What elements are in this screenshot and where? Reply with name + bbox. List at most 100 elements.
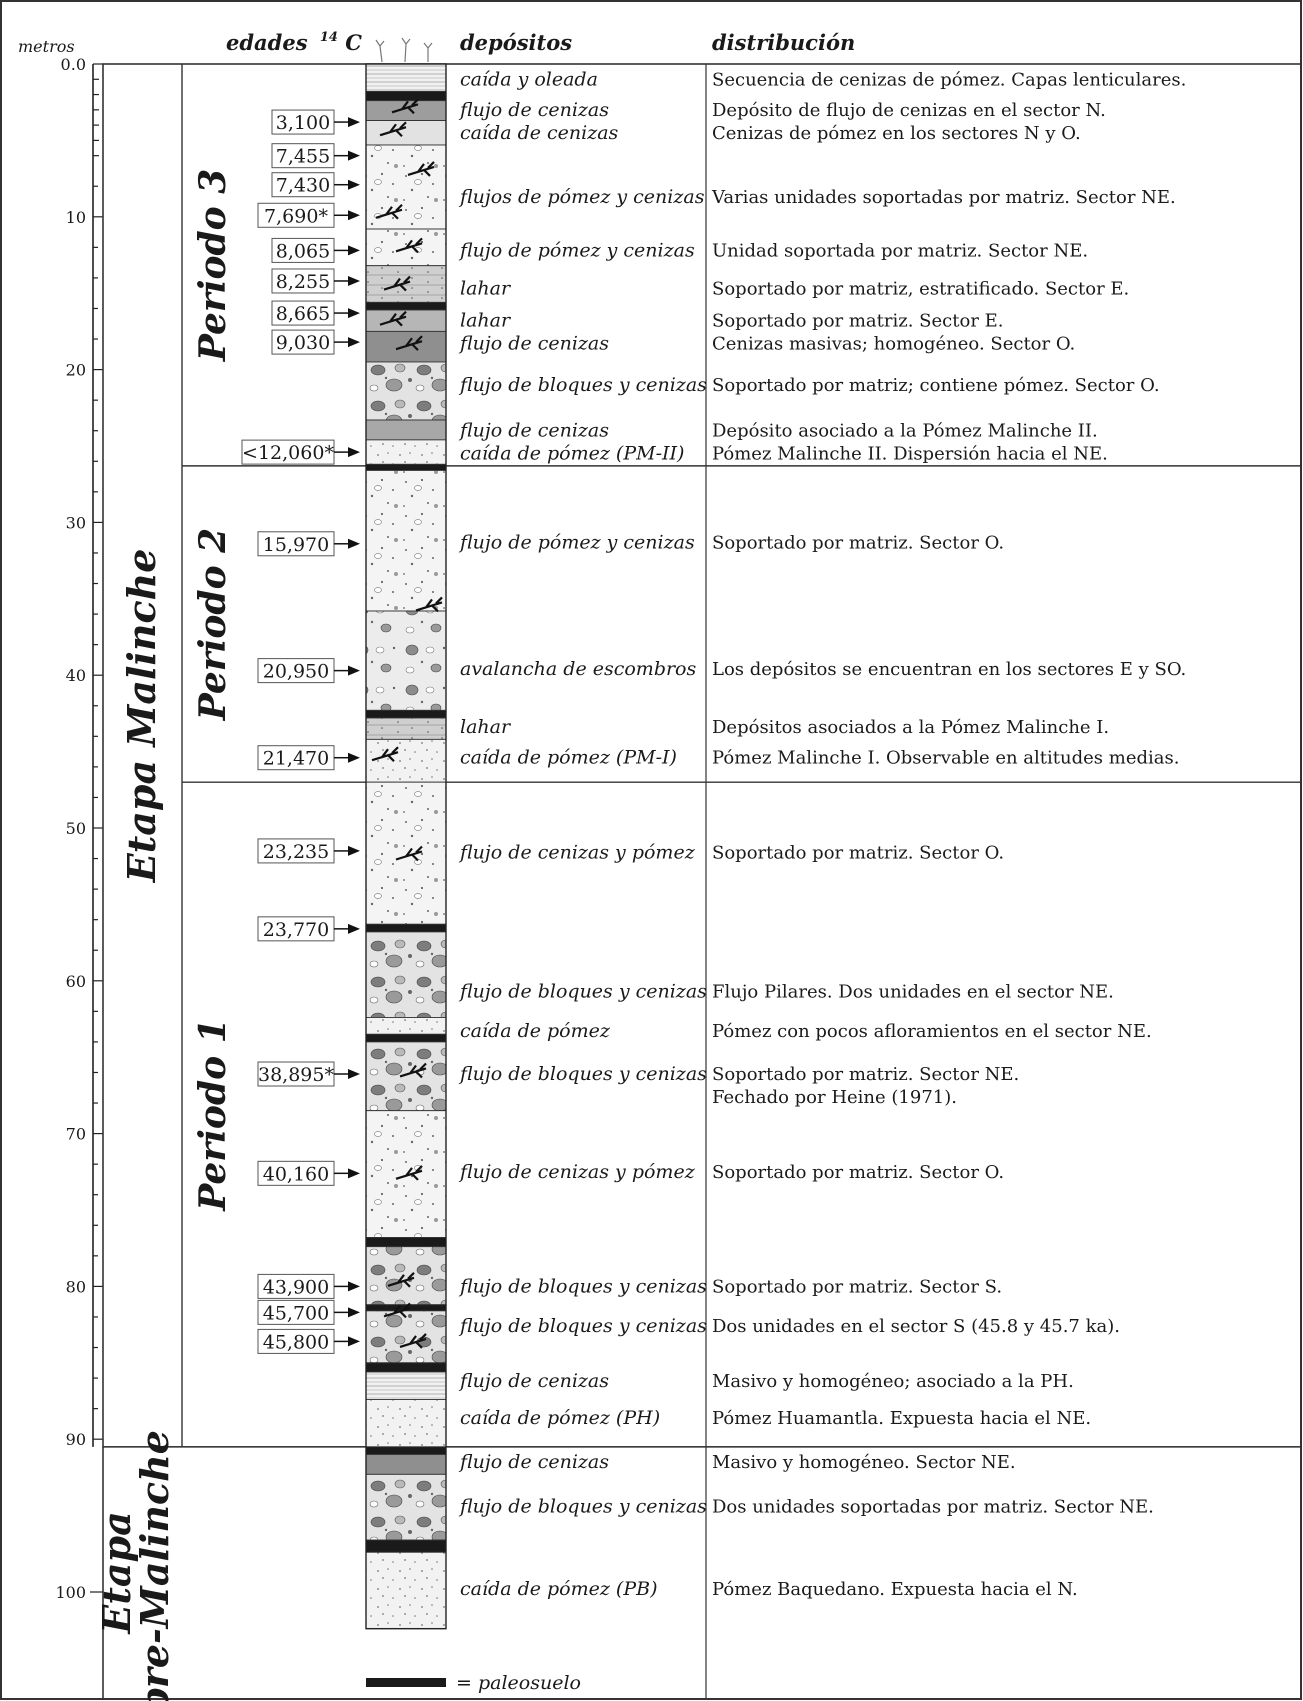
age-label: 45,700: [263, 1302, 329, 1324]
distribution-label: Pómez Huamantla. Expuesta hacia el NE.: [712, 1408, 1091, 1429]
age-arrowhead: [348, 1281, 360, 1292]
charcoal-icon: [399, 1333, 427, 1349]
deposit-label: flujo de bloques y cenizas: [458, 1275, 707, 1297]
deposit-label: flujo de cenizas y pómez: [458, 1161, 696, 1183]
age-label: 20,950: [263, 661, 329, 683]
age-arrowhead: [348, 308, 360, 319]
age-box: [241, 439, 335, 465]
deposit-label: flujo de cenizas y pómez: [458, 841, 696, 863]
column-outline: [365, 63, 447, 1630]
age-arrowhead: [348, 179, 360, 190]
deposit-label: flujos de pómez y cenizas: [458, 186, 705, 208]
age-label: 45,800: [263, 1331, 329, 1353]
age-box: [257, 1273, 335, 1299]
column-layer: [365, 709, 447, 719]
column-layer: [365, 419, 447, 441]
distribution-label: Flujo Pilares. Dos unidades en el sector…: [712, 981, 1114, 1002]
charcoal-icon: [395, 1165, 423, 1181]
age-label: 9,030: [276, 332, 330, 354]
distribution-label: Fechado por Heine (1971).: [712, 1087, 957, 1108]
depth-tick-label: 60: [66, 972, 86, 991]
column-layer: [365, 923, 447, 933]
distribution-label: Varias unidades soportadas por matriz. S…: [711, 187, 1176, 208]
depth-tick-label: 80: [66, 1277, 86, 1296]
column-layer: [365, 469, 447, 612]
column-layer: [365, 931, 447, 1018]
header-metros: metros: [18, 37, 75, 56]
vegetation-icon: [375, 37, 433, 63]
age-arrowhead: [348, 447, 360, 458]
charcoal-icon: [395, 845, 423, 862]
header-edades: edades 14 C: [226, 21, 362, 55]
distribution-label: Cenizas de pómez en los sectores N y O.: [712, 123, 1081, 144]
age-arrowhead: [348, 150, 360, 161]
column-layer: [365, 463, 447, 471]
age-label: 7,690*: [264, 205, 328, 227]
charcoal-icon: [395, 237, 423, 254]
column-layer: [365, 120, 447, 146]
age-arrowhead: [348, 538, 360, 549]
legend-paleosol-swatch: [366, 1678, 446, 1687]
age-box: [271, 143, 335, 169]
deposit-label: flujo de bloques y cenizas: [458, 1315, 707, 1337]
depth-tick-label: 30: [66, 513, 86, 532]
distribution-label: Pómez Baquedano. Expuesta hacia el N.: [712, 1579, 1078, 1600]
deposit-label: lahar: [460, 278, 512, 300]
deposit-label: caída de pómez (PM-II): [460, 443, 684, 465]
header-edades-word: edades: [226, 30, 308, 55]
stage-label-pre-line1: Etapa: [94, 1511, 139, 1634]
charcoal-icon: [383, 275, 411, 292]
distribution-label: Soportado por matriz. Sector NE.: [712, 1064, 1019, 1085]
age-box: [271, 109, 335, 135]
column-layer: [365, 144, 447, 230]
charcoal-icon: [379, 121, 407, 138]
age-label: 8,065: [276, 240, 330, 262]
age-box: [257, 838, 335, 864]
deposit-label: lahar: [460, 716, 512, 738]
column-layer: [365, 1237, 447, 1248]
deposit-label: flujo de pómez y cenizas: [458, 531, 695, 553]
age-arrowhead: [348, 337, 360, 348]
deposit-label: caída de pómez (PH): [460, 1407, 660, 1429]
depth-tick-label: 0.0: [61, 55, 86, 74]
deposit-label: caída de pómez (PB): [460, 1578, 658, 1600]
deposit-label: caída de cenizas: [460, 122, 619, 144]
age-arrowhead: [348, 923, 360, 934]
deposit-label: flujo de cenizas: [458, 333, 609, 355]
header-edades-sup: 14: [320, 30, 338, 45]
depth-tick-label: 40: [66, 666, 86, 685]
distribution-label: Pómez Malinche I. Observable en altitude…: [712, 748, 1179, 769]
age-arrowhead: [348, 1307, 360, 1318]
age-box: [257, 1328, 335, 1354]
deposit-label: caída de pómez (PM-I): [460, 747, 677, 769]
column-layer: [365, 1017, 447, 1035]
column-layer: [365, 1454, 447, 1475]
distribution-label: Soportado por matriz. Sector O.: [712, 1162, 1004, 1183]
column-layer: [365, 361, 447, 421]
age-box: [257, 1160, 335, 1186]
charcoal-icon: [395, 335, 423, 351]
stage-malinche-frame: [102, 63, 1302, 1448]
depth-axis: 0.0 10 20 30 40 50 60 70 80 90 100: [55, 55, 103, 1602]
distribution-label: Secuencia de cenizas de pómez. Capas len…: [712, 69, 1186, 90]
description-rows: caída y oleada Secuencia de cenizas de pó…: [458, 64, 1186, 1698]
distribution-label: Los depósitos se encuentran en los secto…: [712, 659, 1186, 680]
header-depositos: depósitos: [460, 30, 572, 55]
radiocarbon-ages: 3,100 7,455 7,430 7,690* 8,065 8,255 8,665 9,03…: [241, 109, 360, 1354]
stage-label-malinche: Etapa Malinche: [119, 549, 164, 884]
age-box: [271, 300, 335, 326]
age-arrowhead: [348, 845, 360, 856]
deposit-label: flujo de bloques y cenizas: [458, 980, 707, 1002]
age-box: [271, 237, 335, 263]
age-label: 21,470: [263, 748, 329, 770]
column-layer: [365, 265, 447, 303]
column-layer: [365, 439, 447, 465]
column-layer: [365, 781, 447, 925]
age-label: 23,770: [263, 919, 329, 941]
charcoal-icon: [383, 1302, 411, 1319]
lithologic-column: [365, 63, 447, 1630]
column-layer: [365, 1041, 447, 1112]
age-arrowhead: [348, 752, 360, 763]
